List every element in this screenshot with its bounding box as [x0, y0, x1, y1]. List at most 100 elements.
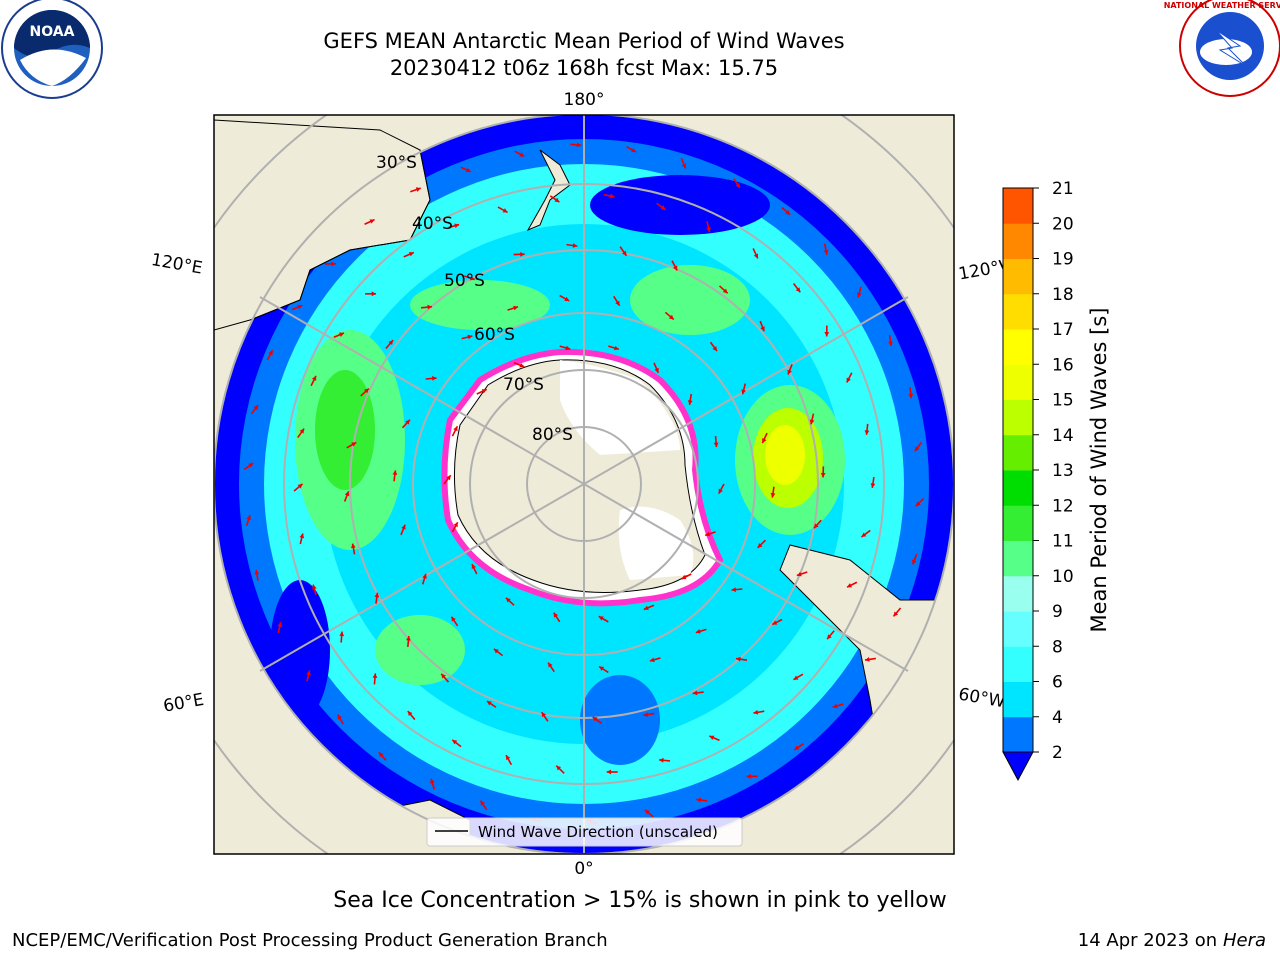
wind-arrow-head — [794, 745, 800, 750]
wind-arrow-head — [713, 442, 719, 448]
wind-arrow-head — [914, 446, 920, 452]
wind-arrow-head — [613, 345, 619, 351]
colorbar-tick-label: 6 — [1052, 673, 1063, 693]
wind-arrow-head — [893, 611, 899, 617]
colorbar-segment — [1003, 716, 1033, 753]
wind-arrow-head — [374, 592, 380, 598]
wind-arrows — [243, 142, 925, 825]
wind-arrow-head — [520, 251, 525, 257]
colorbar-tick-label: 2 — [1052, 743, 1063, 763]
lon-label-bottom: 0° — [574, 859, 593, 879]
wind-arrow-head — [820, 472, 826, 478]
wind-arrow-head — [735, 182, 740, 188]
wind-arrow-head — [451, 616, 456, 622]
wind-arrow-head — [364, 388, 369, 394]
wind-arrow-head — [712, 346, 717, 352]
wind-arrow-head — [246, 515, 251, 521]
wind-arrow-head — [609, 193, 615, 199]
antarctica — [441, 348, 724, 607]
colorbar-tick-label: 10 — [1052, 567, 1074, 587]
map-frame — [213, 114, 955, 855]
wind-arrow-head — [339, 332, 344, 337]
wind-arrow-head — [465, 167, 471, 173]
colorbar-segment — [1003, 434, 1033, 471]
wind-arrow-head — [668, 314, 674, 320]
wind-arrow-head — [753, 709, 759, 715]
wind-arrow-head — [513, 305, 519, 311]
chart-subtitle: 20230412 t06z 168h fcst Max: 15.75 — [389, 56, 779, 80]
wind-arrow-head — [481, 389, 487, 394]
wind-arrow-head — [331, 261, 336, 267]
wind-arrow-head — [486, 701, 492, 706]
wind-arrow-head — [548, 662, 553, 668]
wind-arrow-head — [556, 765, 562, 771]
wind-arrow-head — [453, 522, 458, 528]
wind-arrow-head — [660, 205, 666, 210]
wind-arrow-head — [427, 304, 432, 310]
colorbar-tick-label: 12 — [1052, 496, 1074, 516]
wind-arrow-head — [793, 675, 799, 680]
wind-arrow-head — [695, 629, 701, 634]
wind-arrow-head — [553, 612, 559, 618]
wind-arrow-head — [846, 377, 851, 383]
wind-arrow-head — [598, 616, 604, 621]
wind-arrow-head — [785, 210, 791, 215]
lon-label-right-lower: 60°W — [957, 684, 1007, 712]
wind-arrow-head — [502, 208, 508, 213]
wind-arrow-head — [649, 657, 655, 663]
colorbar-segment — [1003, 399, 1033, 436]
wind-arrow-head — [746, 773, 752, 779]
colorbar-tick-label: 14 — [1052, 426, 1074, 446]
wind-arrow-head — [430, 778, 435, 784]
colorbar-segment — [1003, 611, 1033, 647]
lon-label-left-lower: 60°E — [162, 690, 206, 717]
wind-arrow-head — [299, 533, 305, 539]
wind-arrow-head — [312, 584, 317, 590]
wind-arrow-head — [870, 483, 876, 488]
colorbar-segment — [1003, 646, 1033, 682]
wind-arrow-head — [408, 252, 414, 257]
colorbar-tick-label: 16 — [1052, 355, 1074, 375]
wind-arrow-head — [415, 187, 421, 192]
wind-arrow-head — [541, 712, 547, 718]
colorbar-tick-label: 21 — [1052, 179, 1074, 199]
wind-arrow-head — [351, 442, 357, 447]
colorbar-tick-label: 15 — [1052, 391, 1074, 411]
wind-arrow-head — [606, 769, 612, 775]
wind-arrow-head — [753, 253, 759, 259]
wind-arrow-head — [864, 657, 870, 662]
wind-arrow-head — [297, 304, 303, 310]
colorbar-segment — [1003, 575, 1033, 612]
colorbar-segment — [1003, 470, 1033, 506]
colorbar-segment — [1003, 258, 1033, 295]
wind-arrow-head — [572, 243, 578, 248]
noaa-logo: NOAA — [1, 0, 103, 99]
wind-arrow-head — [519, 362, 525, 368]
wind-arrow-head — [654, 367, 659, 373]
wind-arrow-head — [856, 292, 862, 298]
colorbar-extend-arrow — [1002, 751, 1034, 782]
footer-machine: Hera — [1222, 930, 1266, 951]
wind-arrow-head — [467, 334, 473, 340]
lat-label-70s: 70°S — [503, 375, 544, 395]
wind-arrow-head — [254, 569, 260, 575]
wind-arrow-head — [454, 223, 460, 229]
wind-arrow-head — [722, 288, 728, 294]
colorbar-segment — [1003, 223, 1033, 259]
footer-right: 14 Apr 2023 on Hera — [1078, 930, 1266, 951]
wind-arrow-head — [405, 419, 410, 425]
wind-arrow-head — [344, 491, 350, 497]
wind-arrow-head — [659, 757, 664, 763]
wind-arrow-head — [687, 400, 693, 405]
colorbar-segment — [1003, 681, 1033, 718]
wind-arrow-head — [371, 291, 377, 297]
footer-date: 14 Apr 2023 on — [1077, 930, 1223, 951]
wind-arrow-head — [480, 800, 485, 806]
lat-label-30s: 30°S — [376, 153, 417, 173]
wind-arrow-head — [809, 419, 815, 425]
wind-arrow-head — [705, 531, 711, 537]
map-legend: Wind Wave Direction (unscaled) — [426, 817, 743, 847]
colorbar: 2 4 6 8 9 10 11 12 13 14 15 16 17 18 19 20 21 — [1002, 179, 1074, 782]
wind-arrow-head — [268, 350, 273, 356]
wind-arrow-head — [681, 163, 687, 169]
